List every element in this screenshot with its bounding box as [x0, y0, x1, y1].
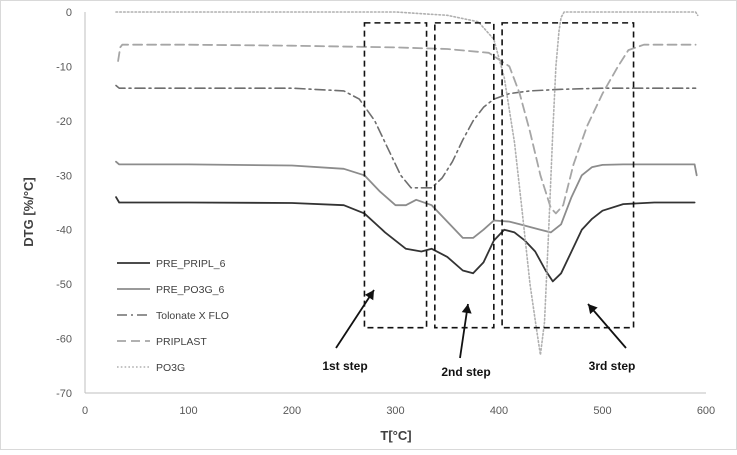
y-tick-label: -10	[56, 61, 72, 73]
step-annotations: 1st step 2nd step 3rd step	[322, 22, 636, 379]
x-tick-label: 300	[386, 405, 404, 417]
step-label-3: 3rd step	[589, 359, 636, 373]
y-tick-label: -70	[56, 388, 72, 400]
y-tick-label: 0	[66, 7, 72, 19]
x-tick-label: 600	[697, 405, 715, 417]
x-tick-label: 400	[490, 405, 508, 417]
axes-group: 0 -10 -20 -30 -40 -50 -60 -70 0 100 200 300 400 500 60…	[56, 7, 715, 417]
x-tick-label: 200	[283, 405, 301, 417]
legend-label-3: Tolonate X FLO	[156, 310, 229, 322]
step-arrow-3	[587, 303, 627, 349]
step-arrowhead-1	[364, 290, 374, 301]
legend-label-1: PRE_PRIPL_6	[156, 258, 226, 270]
y-tick-label: -60	[56, 334, 72, 346]
series-line-2	[115, 160, 698, 239]
series-line-1	[115, 196, 696, 283]
legend-label-4: PRIPLAST	[156, 336, 207, 348]
step-arrowhead-3	[588, 304, 598, 315]
legend: PRE_PRIPL_6 PRE_PO3G_6 Tolonate X FLO PRIPL…	[117, 258, 229, 374]
series-line-4	[117, 43, 697, 215]
legend-label-5: PO3G	[156, 362, 185, 374]
x-axis-title: T[°C]	[380, 428, 411, 443]
y-tick-label: -50	[56, 279, 72, 291]
step-arrow-2	[459, 303, 469, 359]
y-tick-label: -40	[56, 225, 72, 237]
step-arrowhead-2	[461, 304, 472, 314]
x-tick-label: 500	[593, 405, 611, 417]
step-label-1: 1st step	[322, 359, 367, 373]
series-line-3	[115, 84, 697, 189]
series-group	[115, 11, 699, 356]
step-arrow-1	[335, 289, 375, 349]
y-tick-label: -20	[56, 116, 72, 128]
y-axis-title: DTG [%/°C]	[21, 177, 36, 246]
step-box-3	[501, 22, 635, 329]
step-box-1	[363, 22, 428, 329]
step-label-2: 2nd step	[441, 365, 490, 379]
x-tick-label: 0	[82, 405, 88, 417]
x-tick-label: 100	[179, 405, 197, 417]
series-line-5	[115, 11, 699, 356]
legend-label-2: PRE_PO3G_6	[156, 284, 224, 296]
y-tick-label: -30	[56, 170, 72, 182]
